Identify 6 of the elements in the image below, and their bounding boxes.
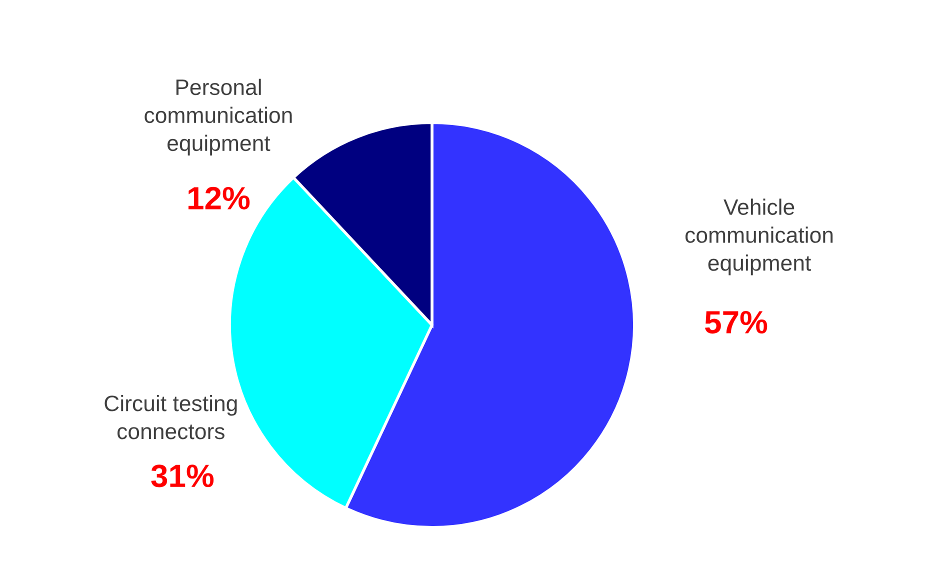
data-label: 12% — [188, 186, 250, 210]
slice-label: Vehicle communication equipment — [686, 198, 833, 276]
data-label: 31% — [151, 464, 214, 488]
data-label: 57% — [705, 311, 768, 334]
slice-label: Circuit testing connectors — [104, 394, 237, 440]
slice-label: Personal communication equipment — [144, 78, 292, 156]
